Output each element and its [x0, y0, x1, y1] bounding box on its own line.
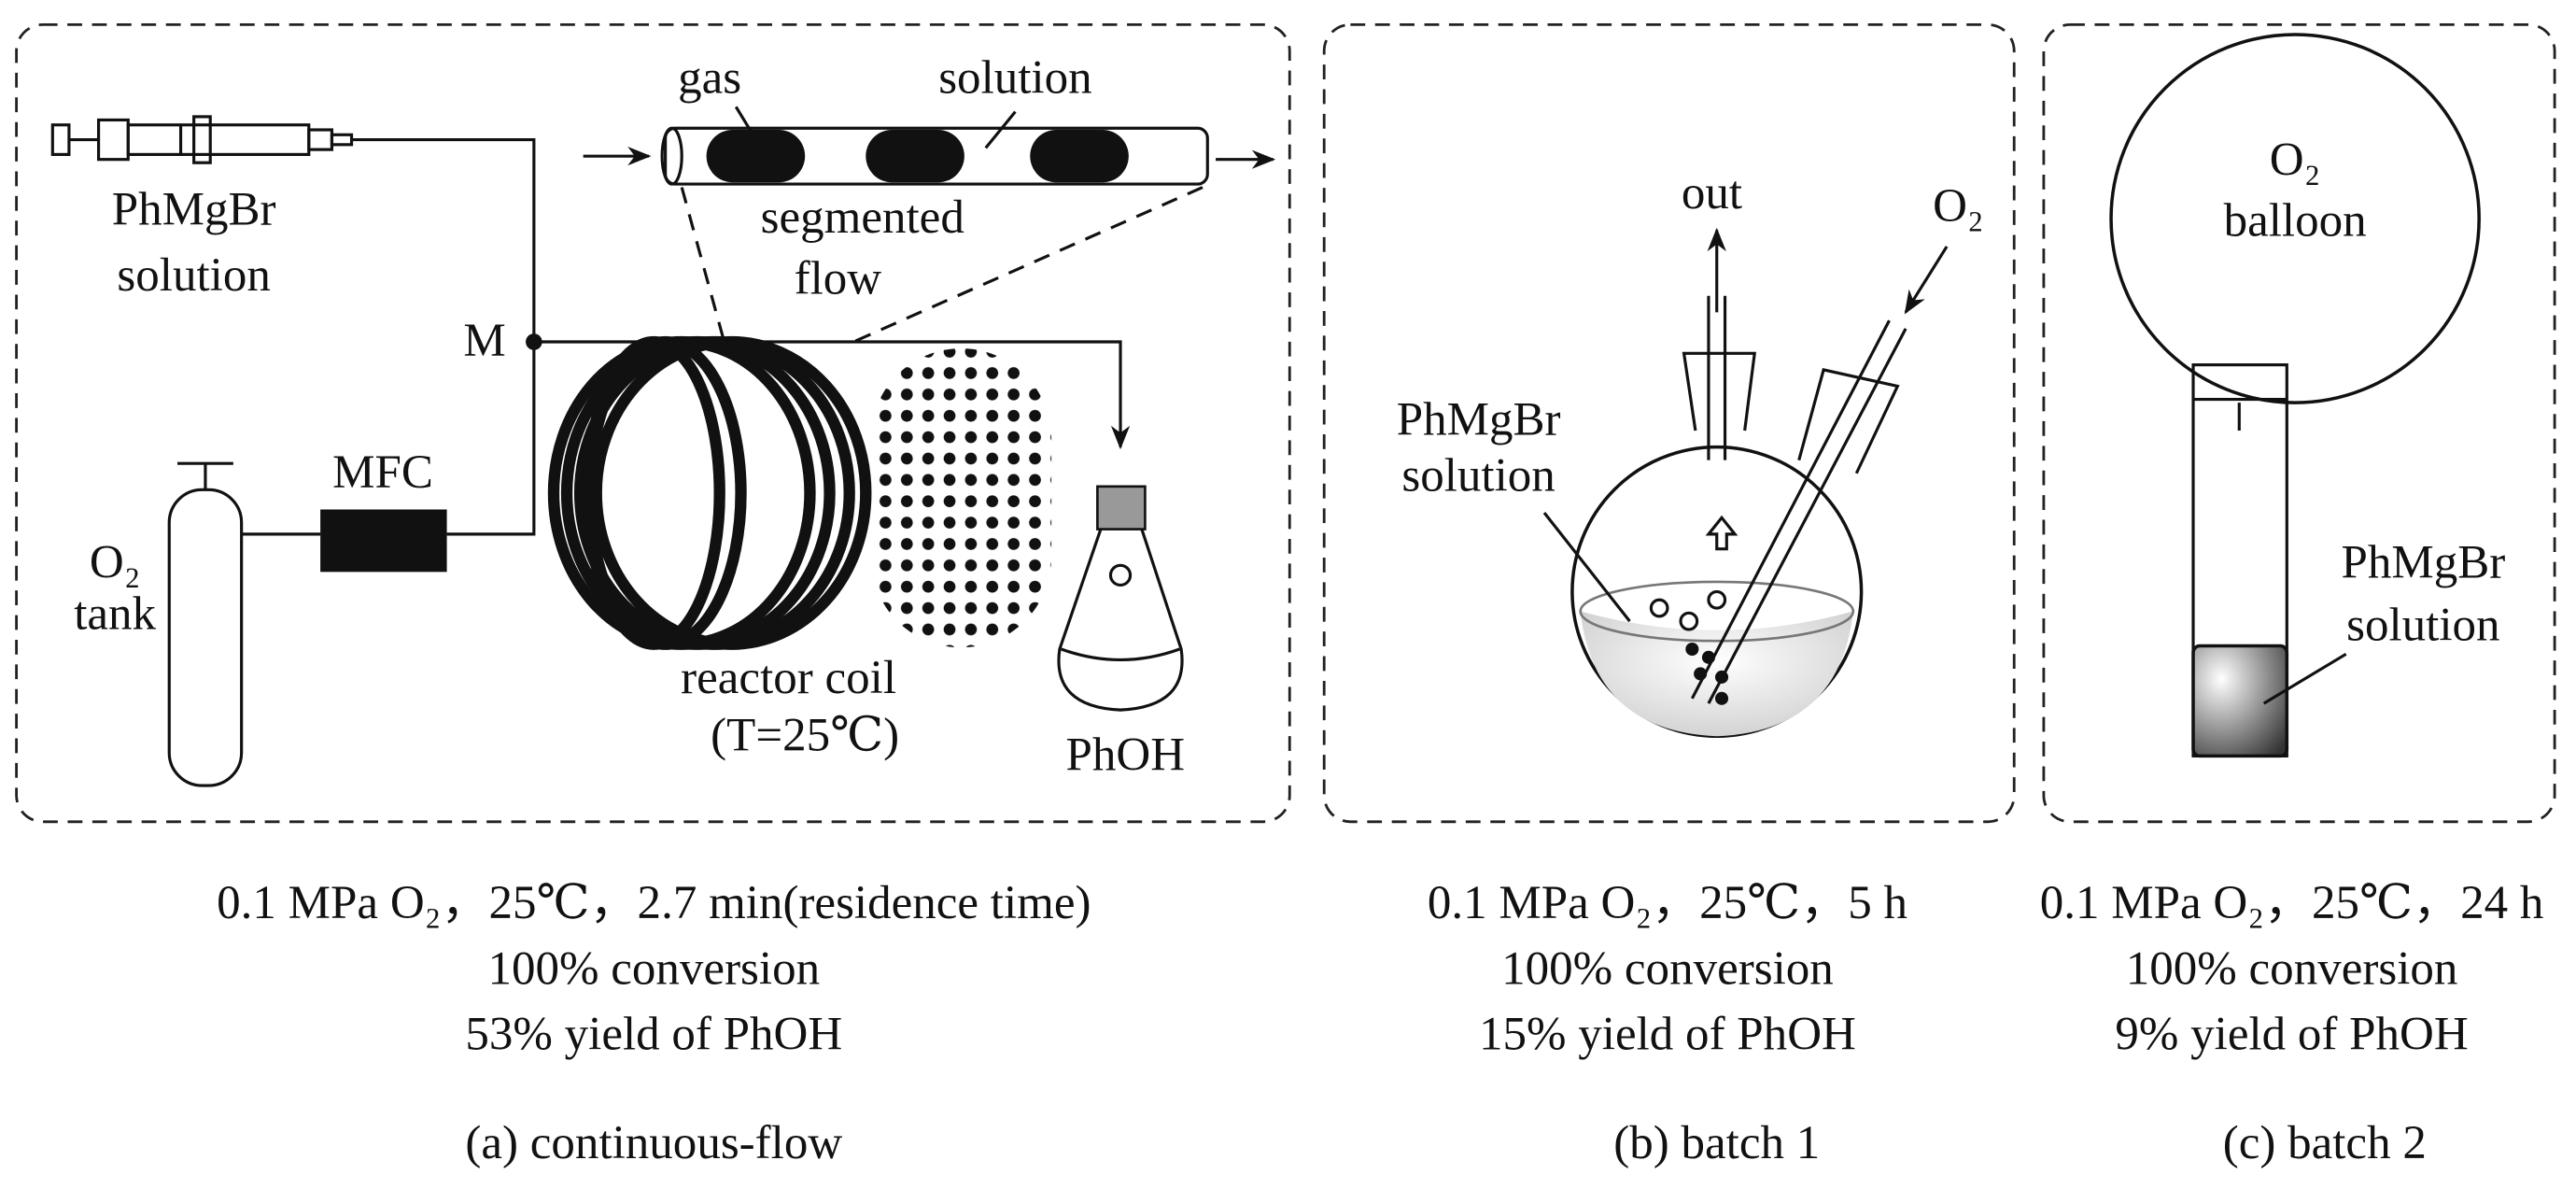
- condition: 15% yield of PhOH: [1479, 1009, 1856, 1061]
- label: solution: [1401, 449, 1555, 502]
- condition: 100% conversion: [487, 942, 820, 995]
- label: MFC: [332, 446, 433, 499]
- condition: 53% yield of PhOH: [465, 1009, 842, 1061]
- caption: (a) continuous-flow: [465, 1117, 842, 1169]
- label: segmented: [761, 191, 964, 244]
- label: (T=25℃): [711, 710, 899, 762]
- label: solution: [2346, 600, 2499, 652]
- batch-flask: [1542, 227, 1949, 739]
- condition: 0.1 MPa O₂，25℃，5 h: [1428, 877, 1907, 929]
- label: gas: [678, 52, 741, 105]
- label: PhOH: [1066, 729, 1186, 782]
- label: tank: [74, 587, 156, 640]
- label: PhMgBr: [1397, 394, 1561, 446]
- label: O₂: [90, 537, 141, 589]
- label: out: [1682, 167, 1742, 219]
- label: PhMgBr: [2341, 537, 2505, 589]
- balloon-tube: [2109, 33, 2481, 758]
- label: reactor coil: [681, 652, 896, 704]
- caption: (c) batch 2: [2223, 1117, 2427, 1169]
- flow-setup: [50, 106, 1276, 787]
- condition: 0.1 MPa O₂，25℃，2.7 min(residence time): [217, 877, 1091, 929]
- label: solution: [938, 52, 1091, 105]
- caption: (b) batch 1: [1613, 1117, 1820, 1169]
- label: flow: [795, 252, 882, 304]
- label: M: [463, 315, 505, 367]
- panel-frame: [2042, 22, 2556, 824]
- label: PhMgBr: [112, 183, 276, 235]
- condition: 100% conversion: [2126, 942, 2458, 995]
- panel-frame: [15, 22, 1291, 824]
- panel-frame: [1322, 22, 2016, 824]
- label: solution: [117, 249, 270, 302]
- label: balloon: [2224, 195, 2367, 248]
- condition: 100% conversion: [1501, 942, 1834, 995]
- condition: 0.1 MPa O₂，25℃，24 h: [2040, 877, 2544, 929]
- label: O₂: [2270, 134, 2321, 187]
- condition: 9% yield of PhOH: [2115, 1009, 2468, 1061]
- label: O₂: [1933, 180, 1984, 233]
